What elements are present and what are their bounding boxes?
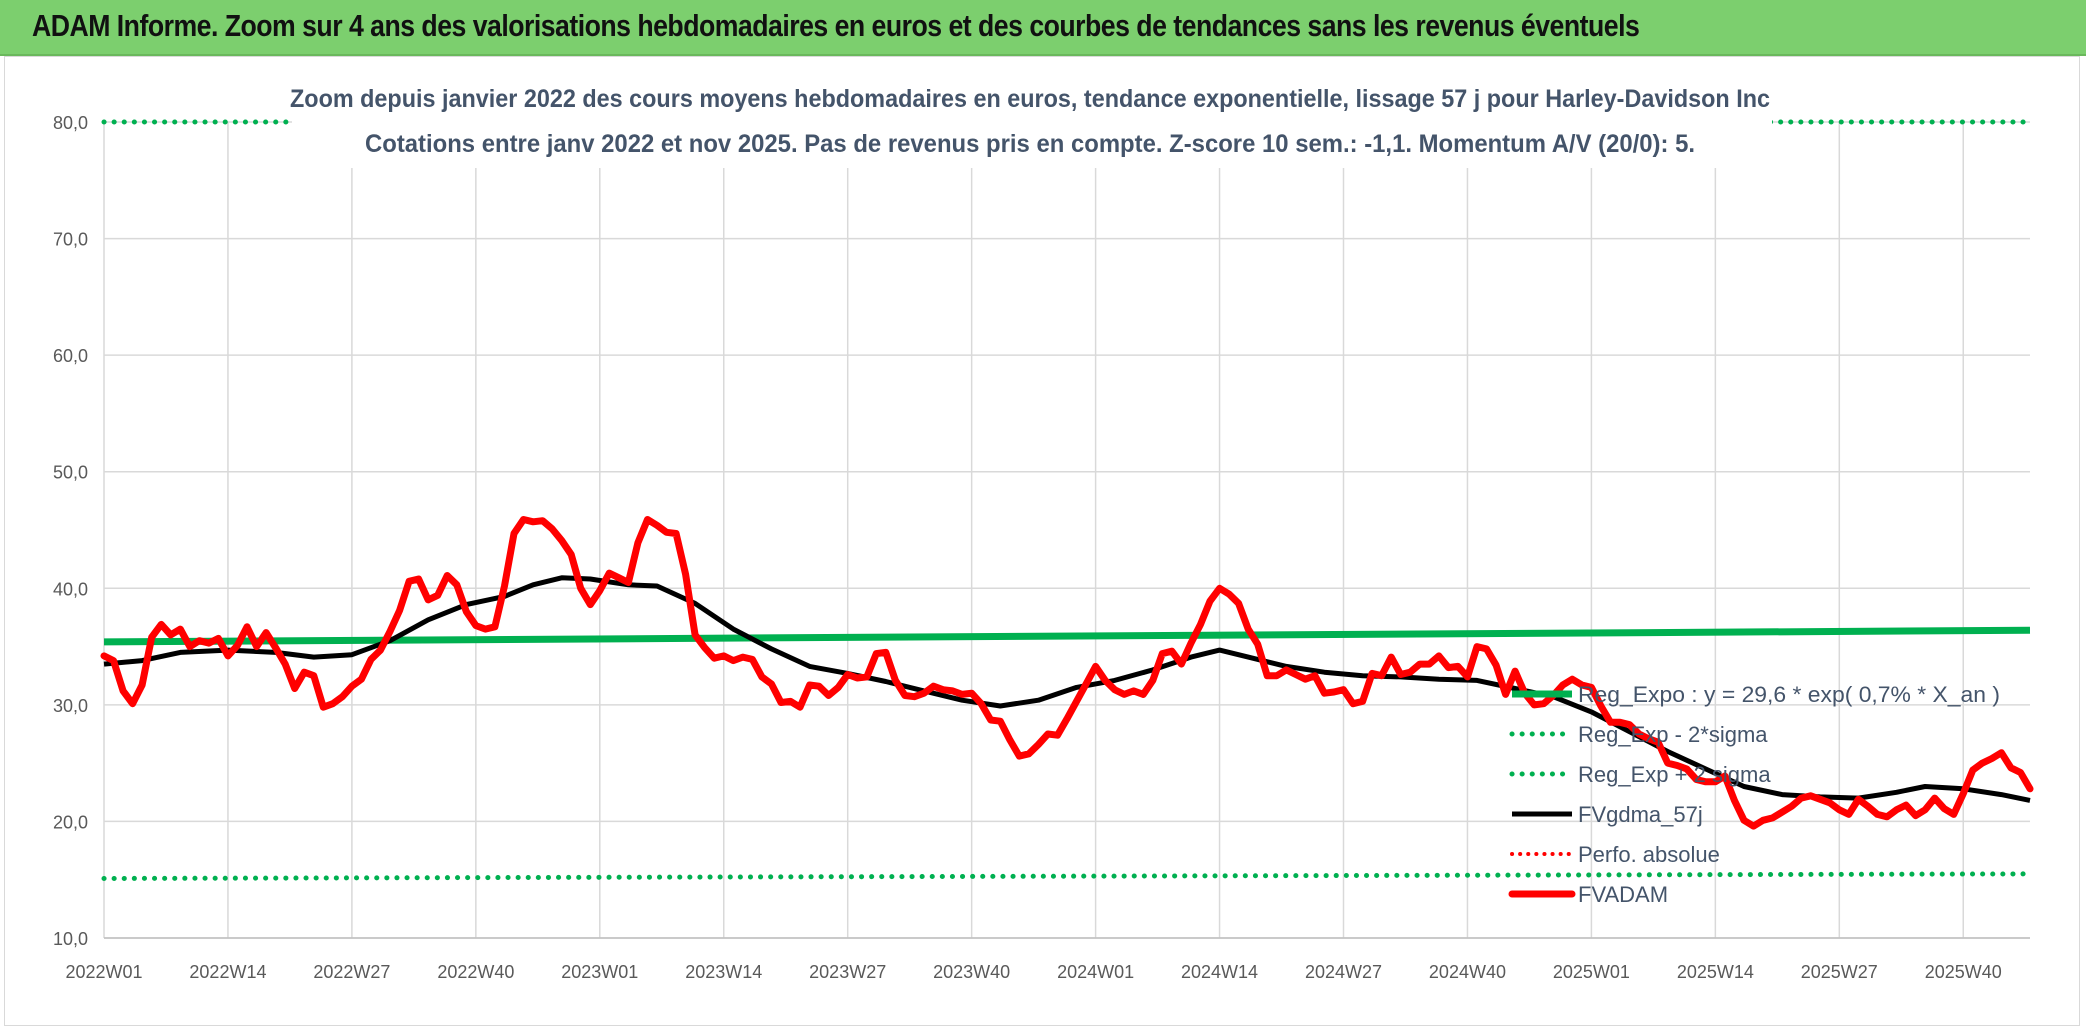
series-fvadam [100,516,2034,830]
chart-frame [4,56,2080,1026]
page-title: ADAM Informe. Zoom sur 4 ans des valoris… [32,8,1640,43]
x-tick-label: 2025W40 [1925,962,2002,982]
x-tick-label: 2024W40 [1429,962,1506,982]
legend-entry: FVgdma_57j [1578,802,1703,827]
y-tick-label: 30,0 [53,696,88,716]
x-tick-label: 2023W14 [685,962,762,982]
y-tick-label: 10,0 [53,929,88,949]
series-fvgdma-57j [103,575,2031,803]
x-tick-label: 2022W14 [189,962,266,982]
x-tick-label: 2024W27 [1305,962,1382,982]
legend-entry: Reg_Expo : y = 29,6 * exp( 0,7% * X_an ) [1578,682,2000,707]
legend-entry: FVADAM [1578,882,1668,907]
x-tick-label: 2025W01 [1553,962,1630,982]
title-background [292,76,1772,168]
x-tick-label: 2023W40 [933,962,1010,982]
chart-title: Zoom depuis janvier 2022 des cours moyen… [290,85,1770,113]
y-tick-label: 20,0 [53,812,88,832]
legend-entry: Reg_Exp - 2*sigma [1578,722,1768,747]
x-tick-label: 2022W01 [65,962,142,982]
x-tick-label: 2023W01 [561,962,638,982]
x-tick-label: 2025W27 [1801,962,1878,982]
series-reg-expo-y-29-6-exp-0-7-x-an [103,626,2031,646]
chart-titles: Zoom depuis janvier 2022 des cours moyen… [290,76,1772,168]
y-tick-label: 60,0 [53,346,88,366]
series-reg-exp-2-sigma [101,871,2033,881]
y-tick-label: 70,0 [53,230,88,250]
legend: Reg_Expo : y = 29,6 * exp( 0,7% * X_an )… [1508,682,2000,907]
x-tick-label: 2025W14 [1677,962,1754,982]
y-tick-label: 40,0 [53,579,88,599]
x-tick-label: 2024W14 [1181,962,1258,982]
chart-subtitle: Cotations entre janv 2022 et nov 2025. P… [365,130,1695,158]
x-tick-label: 2022W27 [313,962,390,982]
header-bar: ADAM Informe. Zoom sur 4 ans des valoris… [0,0,2086,56]
y-tick-label: 50,0 [53,463,88,483]
axes: 10,0 20,0 30,0 40,0 50,0 60,0 70,0 80,0 2022W01 2… [53,113,2002,982]
legend-entry: Reg_Exp + 2 sigma [1578,762,1771,787]
x-tick-label: 2024W01 [1057,962,1134,982]
grid [103,121,2030,939]
x-tick-label: 2023W27 [809,962,886,982]
y-tick-label: 80,0 [53,113,88,133]
legend-entry: Perfo. absolue [1578,842,1720,867]
x-tick-label: 2022W40 [437,962,514,982]
